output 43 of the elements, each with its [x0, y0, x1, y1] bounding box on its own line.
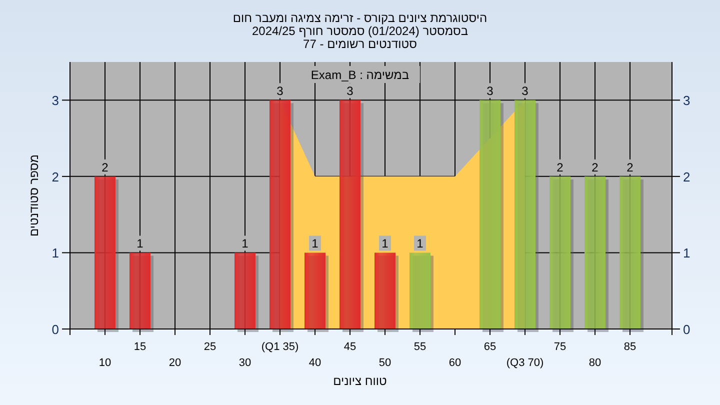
- data-label: 2: [102, 160, 109, 174]
- x-tick-label: 55: [414, 341, 426, 353]
- data-label: 1: [382, 236, 389, 251]
- y-axis-title: מספר סטודנטים: [27, 154, 41, 237]
- data-label: 3: [522, 84, 529, 98]
- data-label: 3: [346, 84, 354, 98]
- y2-tick-label: 0: [683, 322, 690, 337]
- y-tick-label: 1: [52, 246, 59, 261]
- y2-tick-label: 2: [683, 169, 690, 184]
- data-label: 1: [312, 236, 319, 251]
- y2-tick-label: 3: [683, 93, 690, 108]
- y-tick-label: 3: [52, 93, 59, 108]
- x-tick-label: 10: [98, 357, 112, 369]
- data-label: 1: [242, 236, 249, 251]
- data-label: 2: [626, 160, 634, 174]
- x-axis-title: טווח ציונים: [333, 374, 388, 388]
- x-tick-label: 25: [204, 341, 216, 353]
- x-tick-label: 15: [134, 341, 146, 353]
- x-tick-label: 80: [588, 357, 602, 369]
- x-tick-label: 40: [308, 357, 322, 369]
- y-tick-label: 2: [52, 169, 59, 184]
- data-label: 3: [276, 84, 284, 98]
- x-tick-label: 75: [554, 341, 566, 353]
- x-tick-label: (Q3 70): [506, 357, 544, 369]
- data-label: 1: [416, 236, 424, 251]
- x-tick-label: 45: [344, 341, 356, 353]
- data-label: 1: [136, 236, 144, 251]
- x-tick-label: 85: [624, 341, 636, 353]
- y2-tick-label: 1: [683, 246, 690, 261]
- x-tick-label: 30: [238, 357, 252, 369]
- x-tick-label: 65: [484, 341, 496, 353]
- x-tick-label: 20: [168, 357, 182, 369]
- x-tick-label: 60: [448, 357, 462, 369]
- data-label: 2: [592, 160, 599, 174]
- annotation: במשימה : Exam_B: [310, 68, 410, 82]
- chart-subtitle: בסמסטר (01/2024) סמסטר חורף 2024/25: [252, 24, 468, 38]
- x-tick-label: 50: [378, 357, 392, 369]
- data-label: 3: [486, 84, 494, 98]
- data-label: 2: [556, 160, 564, 174]
- x-tick-label: (Q1 35): [261, 341, 299, 353]
- text: סטודנטים רשומים - 77: [303, 37, 418, 51]
- y-tick-label: 0: [52, 322, 59, 337]
- chart-title: היסטוגרמת ציונים בקורס - זרימה צמיגה ומעבר חום: [232, 11, 488, 25]
